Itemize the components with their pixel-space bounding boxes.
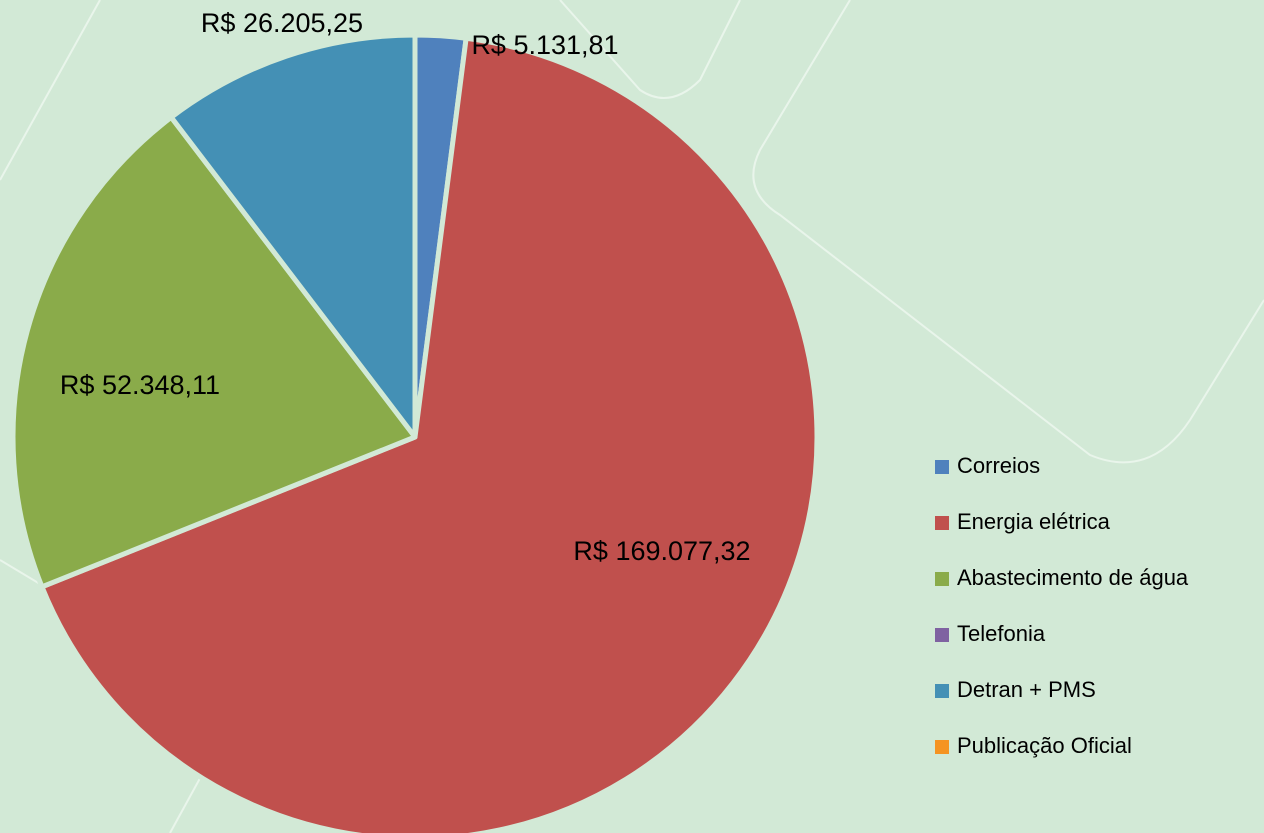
legend-label: Correios (957, 453, 1040, 478)
pie-slice (168, 32, 418, 440)
legend-swatch (935, 516, 949, 530)
legend-label: Telefonia (957, 621, 1046, 646)
legend-label: Energia elétrica (957, 509, 1111, 534)
value-label: R$ 26.205,25 (201, 8, 363, 38)
value-label: R$ 169.077,32 (573, 536, 750, 566)
pie (10, 32, 820, 833)
value-labels: R$ 5.131,81 R$ 169.077,32 R$ 52.348,11 R$ 2… (60, 8, 751, 566)
value-label: R$ 52.348,11 (60, 370, 220, 400)
legend: Correios Energia elétrica Abastecimento de… (935, 453, 1189, 758)
legend-label: Detran + PMS (957, 677, 1096, 702)
pie-slice (39, 35, 820, 833)
legend-swatch (935, 684, 949, 698)
value-label: R$ 5.131,81 (471, 30, 618, 60)
legend-label: Publicação Oficial (957, 733, 1132, 758)
legend-swatch (935, 628, 949, 642)
pie-slice (10, 114, 418, 590)
legend-swatch (935, 740, 949, 754)
legend-label: Abastecimento de água (957, 565, 1189, 590)
legend-swatch (935, 460, 949, 474)
legend-swatch (935, 572, 949, 586)
